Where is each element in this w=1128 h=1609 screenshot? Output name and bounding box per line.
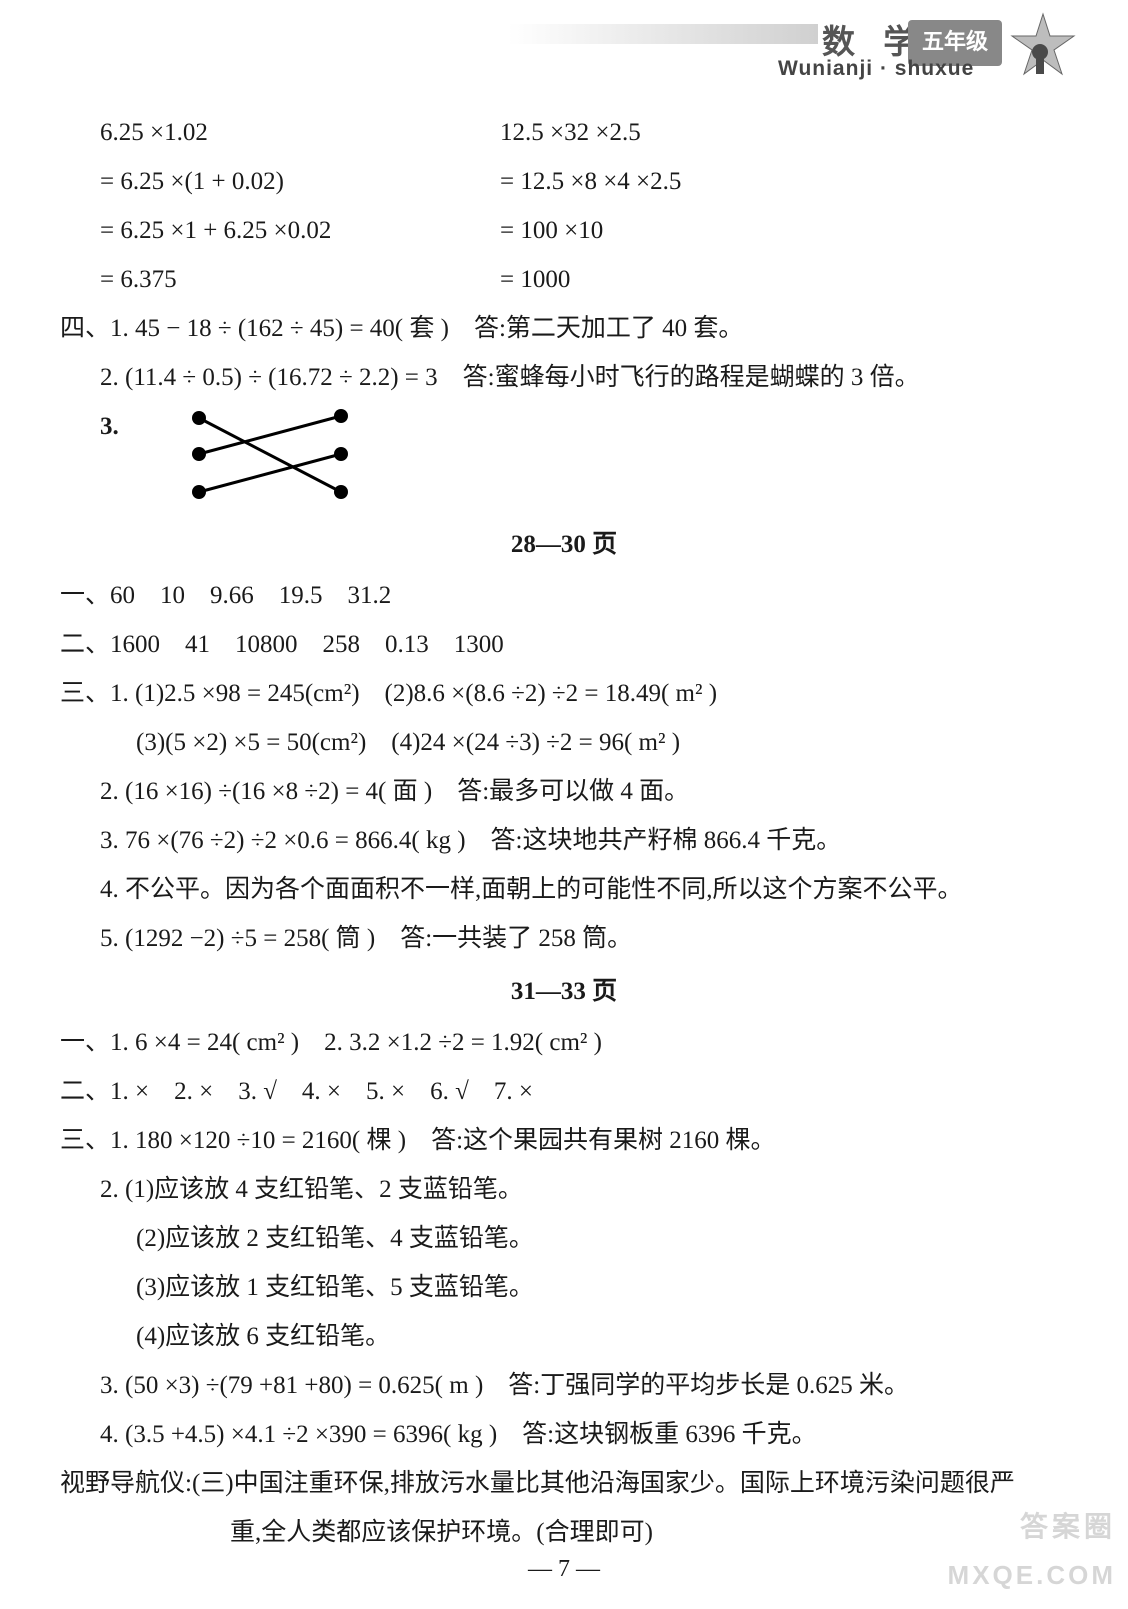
calc-right: = 12.5 ×8 ×4 ×2.5	[500, 159, 1068, 204]
page: 数 学 五年级 Wunianji · shuxue 6.25 ×1.02 12.…	[0, 0, 1128, 1609]
text-line: 4. (3.5 +4.5) ×4.1 ÷2 ×390 = 6396( kg ) …	[60, 1412, 1068, 1457]
calc-left: = 6.375	[60, 257, 500, 302]
text-line: 一、1. 6 ×4 = 24( cm² ) 2. 3.2 ×1.2 ÷2 = 1…	[60, 1020, 1068, 1065]
text-line: 3. (50 ×3) ÷(79 +81 +80) = 0.625( m ) 答:…	[60, 1363, 1068, 1408]
calc-left: 6.25 ×1.02	[60, 110, 500, 155]
text-line: 二、1600 41 10800 258 0.13 1300	[60, 622, 1068, 667]
calc-row: = 6.25 ×(1 + 0.02) = 12.5 ×8 ×4 ×2.5	[60, 159, 1068, 204]
text-line: 3.	[60, 404, 1068, 514]
text-line: 四、1. 45 − 18 ÷ (162 ÷ 45) = 40( 套 ) 答:第二…	[60, 306, 1068, 351]
calc-right: = 1000	[500, 257, 1068, 302]
watermark-url: MXQE.COM	[948, 1552, 1116, 1599]
text-line: (3)(5 ×2) ×5 = 50(cm²) (4)24 ×(24 ÷3) ÷2…	[60, 720, 1068, 765]
section-heading: 28—30 页	[60, 522, 1068, 567]
text-line: 3. 76 ×(76 ÷2) ÷2 ×0.6 = 866.4( kg ) 答:这…	[60, 818, 1068, 863]
header-gradient-bar	[508, 24, 818, 44]
text-line: 2. (11.4 ÷ 0.5) ÷ (16.72 ÷ 2.2) = 3 答:蜜蜂…	[60, 355, 1068, 400]
calc-left: = 6.25 ×1 + 6.25 ×0.02	[60, 208, 500, 253]
section-heading: 31—33 页	[60, 969, 1068, 1014]
text-line: 2. (16 ×16) ÷(16 ×8 ÷2) = 4( 面 ) 答:最多可以做…	[60, 769, 1068, 814]
text-line: 三、1. 180 ×120 ÷10 = 2160( 棵 ) 答:这个果园共有果树…	[60, 1118, 1068, 1163]
text-line: 二、1. × 2. × 3. √ 4. × 5. × 6. √ 7. ×	[60, 1069, 1068, 1114]
page-header: 数 学 五年级 Wunianji · shuxue	[508, 14, 1068, 78]
footer-line: 视野导航仪:(三)中国注重环保,排放污水量比其他沿海国家少。国际上环境污染问题很…	[60, 1461, 1068, 1506]
matching-diagram	[185, 404, 355, 514]
star-icon	[1010, 12, 1076, 84]
text-line: 三、1. (1)2.5 ×98 = 245(cm²) (2)8.6 ×(8.6 …	[60, 671, 1068, 716]
calc-row: = 6.375 = 1000	[60, 257, 1068, 302]
calc-right: = 100 ×10	[500, 208, 1068, 253]
text-line: (4)应该放 6 支红铅笔。	[60, 1314, 1068, 1359]
text-line: 一、60 10 9.66 19.5 31.2	[60, 573, 1068, 618]
text-line: 4. 不公平。因为各个面面积不一样,面朝上的可能性不同,所以这个方案不公平。	[60, 867, 1068, 912]
pinyin-subtitle: Wunianji · shuxue	[778, 50, 974, 88]
text-line: (2)应该放 2 支红铅笔、4 支蓝铅笔。	[60, 1216, 1068, 1261]
text-line: 2. (1)应该放 4 支红铅笔、2 支蓝铅笔。	[60, 1167, 1068, 1212]
calc-right: 12.5 ×32 ×2.5	[500, 110, 1068, 155]
watermark-text: 答案圈	[948, 1502, 1116, 1552]
calc-row: 6.25 ×1.02 12.5 ×32 ×2.5	[60, 110, 1068, 155]
watermark: 答案圈 MXQE.COM	[948, 1502, 1116, 1599]
text-line: (3)应该放 1 支红铅笔、5 支蓝铅笔。	[60, 1265, 1068, 1310]
content-body: 6.25 ×1.02 12.5 ×32 ×2.5 = 6.25 ×(1 + 0.…	[60, 110, 1068, 1555]
calc-row: = 6.25 ×1 + 6.25 ×0.02 = 100 ×10	[60, 208, 1068, 253]
item-number: 3.	[100, 413, 119, 440]
text-line: 5. (1292 −2) ÷5 = 258( 筒 ) 答:一共装了 258 筒。	[60, 916, 1068, 961]
calc-left: = 6.25 ×(1 + 0.02)	[60, 159, 500, 204]
